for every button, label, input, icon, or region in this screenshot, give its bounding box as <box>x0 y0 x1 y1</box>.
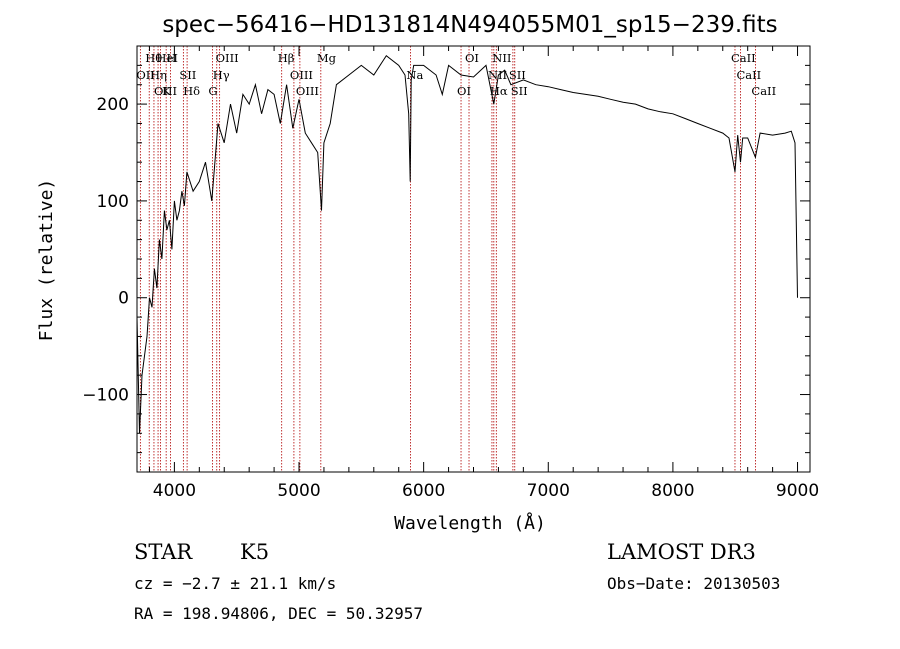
spectral-line-label: HeI <box>157 51 178 65</box>
object-subclass: K5 <box>240 540 270 564</box>
x-tick-label: 9000 <box>776 481 819 501</box>
spectral-line-label: OI <box>465 51 479 65</box>
spectral-line-label: OIII <box>296 84 319 98</box>
spectral-line-label: Hγ <box>213 68 230 82</box>
spectral-line-label: OIII <box>216 51 239 65</box>
obs-date: Obs−Date: 20130503 <box>607 574 781 593</box>
spectral-line-label: H <box>167 51 177 65</box>
spectral-line-label: OI <box>457 84 471 98</box>
spectral-line-label: Hη <box>150 68 167 82</box>
spectral-line-label: OIII <box>154 84 177 98</box>
spectral-line-label: SII <box>509 68 526 82</box>
spectral-line-label: SII <box>511 84 528 98</box>
y-tick-label: 100 <box>97 192 129 212</box>
x-axis-label: Wavelength (Å) <box>394 512 546 534</box>
x-tick-label: 8000 <box>651 481 694 501</box>
x-tick-label: 4000 <box>153 481 196 501</box>
spectral-line-label: Hβ <box>278 51 295 65</box>
spectral-line-label: Hδ <box>183 84 200 98</box>
survey-name: LAMOST DR3 <box>607 540 756 564</box>
spectral-line-label: Mg <box>317 51 337 65</box>
spectrum-line <box>136 54 798 434</box>
spectral-line-label: CaII <box>751 84 776 98</box>
spectral-line-label: Na <box>406 68 423 82</box>
spectral-line-label: CaII <box>731 51 756 65</box>
x-tick-label: 7000 <box>527 481 570 501</box>
plot-frame <box>136 45 811 473</box>
spectral-line-label: OIII <box>290 68 313 82</box>
spectral-line-label: NII <box>492 51 511 65</box>
spectral-line-label: CaII <box>736 68 761 82</box>
x-tick-label: 5000 <box>277 481 320 501</box>
x-tick-label: 6000 <box>402 481 445 501</box>
spectral-line-label: Hα <box>490 84 508 98</box>
redshift-info: cz = −2.7 ± 21.1 km/s <box>134 574 337 593</box>
y-tick-label: −100 <box>82 386 129 406</box>
spectral-line-label: K <box>162 84 171 98</box>
y-axis-label: Flux (relative) <box>36 179 57 342</box>
spectral-line-label: Hθ <box>145 51 162 65</box>
y-tick-label: 0 <box>118 289 129 309</box>
spectral-line-label: G <box>208 84 217 98</box>
coordinates: RA = 198.94806, DEC = 50.32957 <box>134 604 423 623</box>
object-class: STAR <box>134 540 193 564</box>
spectral-line-label: SII <box>179 68 196 82</box>
y-tick-label: 200 <box>97 95 129 115</box>
chart-title: spec−56416−HD131814N494055M01_sp15−239.f… <box>162 12 777 38</box>
spectral-line-label: OII <box>136 68 155 82</box>
